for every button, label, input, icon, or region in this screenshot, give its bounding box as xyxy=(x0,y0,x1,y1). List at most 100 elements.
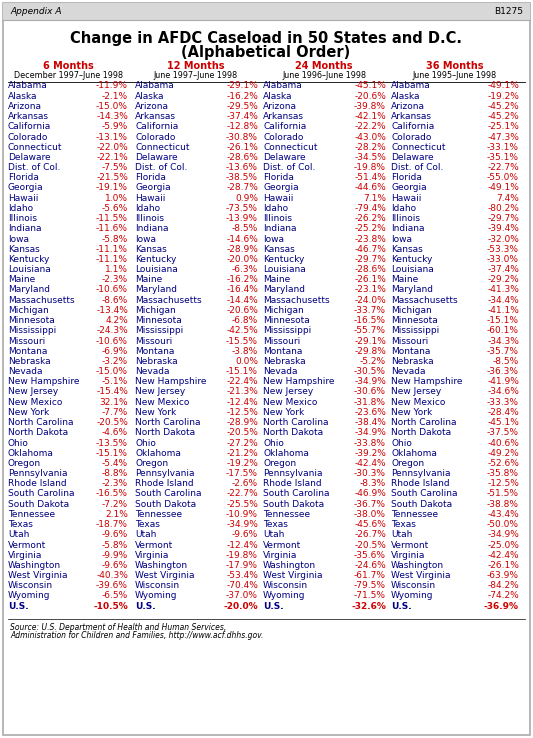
Text: -14.4%: -14.4% xyxy=(226,296,258,305)
Text: North Carolina: North Carolina xyxy=(8,418,74,427)
Text: North Carolina: North Carolina xyxy=(263,418,328,427)
Text: Maine: Maine xyxy=(8,275,35,284)
Text: -29.1%: -29.1% xyxy=(226,81,258,91)
Text: Oregon: Oregon xyxy=(135,459,168,468)
Text: Mississippi: Mississippi xyxy=(263,326,311,335)
Text: -32.0%: -32.0% xyxy=(487,235,519,244)
Text: Connecticut: Connecticut xyxy=(263,142,318,152)
Text: -14.3%: -14.3% xyxy=(96,112,128,121)
Text: -55.7%: -55.7% xyxy=(354,326,386,335)
Text: Idaho: Idaho xyxy=(391,204,416,213)
Text: -26.7%: -26.7% xyxy=(354,531,386,539)
Text: -19.2%: -19.2% xyxy=(487,92,519,100)
Text: Iowa: Iowa xyxy=(8,235,29,244)
Text: -23.6%: -23.6% xyxy=(354,408,386,417)
Text: Kansas: Kansas xyxy=(263,245,295,254)
Text: New York: New York xyxy=(391,408,432,417)
Text: -26.1%: -26.1% xyxy=(487,561,519,570)
Text: Texas: Texas xyxy=(391,520,416,529)
Text: -15.4%: -15.4% xyxy=(96,387,128,396)
Text: Iowa: Iowa xyxy=(263,235,284,244)
Text: -12.4%: -12.4% xyxy=(226,398,258,407)
Text: 0.9%: 0.9% xyxy=(235,193,258,203)
Text: -9.6%: -9.6% xyxy=(102,561,128,570)
Text: -22.7%: -22.7% xyxy=(226,489,258,498)
Text: -49.1%: -49.1% xyxy=(487,184,519,193)
Text: -5.2%: -5.2% xyxy=(360,357,386,366)
Text: -2.3%: -2.3% xyxy=(102,479,128,489)
Text: Minnesota: Minnesota xyxy=(8,316,55,325)
Text: -12.8%: -12.8% xyxy=(226,123,258,131)
Text: -28.4%: -28.4% xyxy=(487,408,519,417)
Text: -5.4%: -5.4% xyxy=(102,459,128,468)
Text: Michigan: Michigan xyxy=(391,306,432,315)
Text: Alaska: Alaska xyxy=(391,92,421,100)
Text: Administration for Children and Families, http://www.acf.dhhs.gov.: Administration for Children and Families… xyxy=(10,631,263,640)
Text: December 1997–June 1998: December 1997–June 1998 xyxy=(13,71,123,80)
Text: Oklahoma: Oklahoma xyxy=(391,449,437,458)
Text: -36.3%: -36.3% xyxy=(487,367,519,376)
Text: Florida: Florida xyxy=(8,173,39,182)
Text: Rhode Island: Rhode Island xyxy=(263,479,321,489)
Text: Source: U.S. Department of Health and Human Services,: Source: U.S. Department of Health and Hu… xyxy=(10,623,226,632)
Text: -20.6%: -20.6% xyxy=(226,306,258,315)
Text: Connecticut: Connecticut xyxy=(135,142,190,152)
Text: Utah: Utah xyxy=(135,531,156,539)
Text: Idaho: Idaho xyxy=(8,204,33,213)
Text: -23.8%: -23.8% xyxy=(354,235,386,244)
Text: Nevada: Nevada xyxy=(263,367,297,376)
Text: -25.5%: -25.5% xyxy=(226,500,258,508)
Text: Louisiana: Louisiana xyxy=(135,265,177,274)
Text: Maine: Maine xyxy=(263,275,290,284)
Text: Arizona: Arizona xyxy=(135,102,169,111)
Text: -20.5%: -20.5% xyxy=(354,540,386,550)
Text: West Virginia: West Virginia xyxy=(8,571,68,580)
Text: -38.4%: -38.4% xyxy=(354,418,386,427)
Text: Nebraska: Nebraska xyxy=(263,357,305,366)
Text: -13.9%: -13.9% xyxy=(226,214,258,223)
Text: South Dakota: South Dakota xyxy=(263,500,324,508)
Text: New Hampshire: New Hampshire xyxy=(263,377,335,386)
Text: Washington: Washington xyxy=(8,561,61,570)
Text: -37.4%: -37.4% xyxy=(487,265,519,274)
Text: Iowa: Iowa xyxy=(391,235,412,244)
Text: -49.2%: -49.2% xyxy=(487,449,519,458)
Text: -28.7%: -28.7% xyxy=(226,184,258,193)
Text: -42.5%: -42.5% xyxy=(226,326,258,335)
Text: Massachusetts: Massachusetts xyxy=(8,296,75,305)
Text: -20.5%: -20.5% xyxy=(226,428,258,438)
Text: Colorado: Colorado xyxy=(135,133,175,142)
Text: 1.1%: 1.1% xyxy=(105,265,128,274)
Text: Colorado: Colorado xyxy=(391,133,431,142)
Text: -41.3%: -41.3% xyxy=(487,286,519,294)
Text: -5.8%: -5.8% xyxy=(102,235,128,244)
Text: Nebraska: Nebraska xyxy=(135,357,177,366)
Text: -39.2%: -39.2% xyxy=(354,449,386,458)
Text: Washington: Washington xyxy=(263,561,316,570)
Text: Nevada: Nevada xyxy=(8,367,43,376)
Text: Massachusetts: Massachusetts xyxy=(263,296,329,305)
Text: Vermont: Vermont xyxy=(135,540,173,550)
Text: -31.8%: -31.8% xyxy=(354,398,386,407)
Text: North Dakota: North Dakota xyxy=(8,428,68,438)
Text: New Mexico: New Mexico xyxy=(135,398,189,407)
Text: -3.8%: -3.8% xyxy=(232,347,258,356)
Text: Florida: Florida xyxy=(391,173,422,182)
Text: -10.6%: -10.6% xyxy=(96,337,128,345)
Text: -73.5%: -73.5% xyxy=(226,204,258,213)
Text: Vermont: Vermont xyxy=(263,540,301,550)
Text: Florida: Florida xyxy=(263,173,294,182)
Text: -19.2%: -19.2% xyxy=(226,459,258,468)
Text: -25.2%: -25.2% xyxy=(354,224,386,233)
Text: Alabama: Alabama xyxy=(135,81,175,91)
Text: -29.7%: -29.7% xyxy=(487,214,519,223)
Text: New York: New York xyxy=(135,408,176,417)
Text: -51.4%: -51.4% xyxy=(354,173,386,182)
Text: Montana: Montana xyxy=(135,347,174,356)
Text: -11.6%: -11.6% xyxy=(96,224,128,233)
Text: -79.4%: -79.4% xyxy=(354,204,386,213)
Text: Oklahoma: Oklahoma xyxy=(135,449,181,458)
Text: -16.2%: -16.2% xyxy=(226,275,258,284)
Text: -71.5%: -71.5% xyxy=(354,591,386,601)
Text: -19.8%: -19.8% xyxy=(226,551,258,559)
